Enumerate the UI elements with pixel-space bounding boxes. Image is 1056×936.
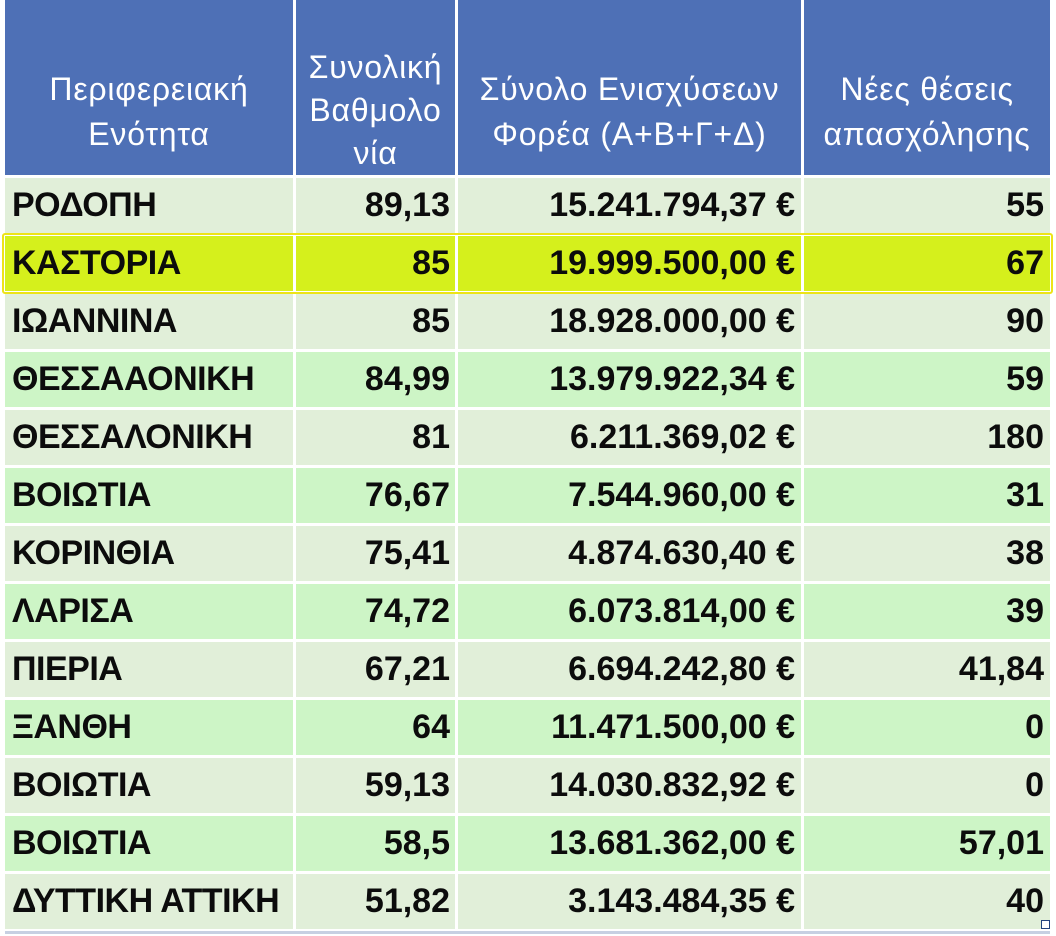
- score-cell: 74,72: [296, 584, 455, 639]
- score-cell: 59,13: [296, 758, 455, 813]
- data-table: Περιφερειακή Ενότητα Συνολική Βαθμολο νί…: [5, 0, 1050, 929]
- score-cell: 75,41: [296, 526, 455, 581]
- column-header-line: Βαθμολο: [309, 92, 442, 128]
- score-cell: 89,13: [296, 178, 455, 233]
- score-cell: 85: [296, 294, 455, 349]
- funding-cell: 6.211.369,02 €: [458, 410, 801, 465]
- jobs-cell: 39: [804, 584, 1050, 639]
- score-cell: 84,99: [296, 352, 455, 407]
- funding-cell: 6.073.814,00 €: [458, 584, 801, 639]
- column-header-funding: Σύνολο Ενισχύσεων Φορέα (Α+Β+Γ+Δ): [458, 0, 801, 175]
- table-row: ΘΕΣΣΑΑΟΝΙΚΗ 84,99 13.979.922,34 € 59: [5, 352, 1050, 407]
- table-row: ΘΕΣΣΑΛΟΝΙΚΗ 81 6.211.369,02 € 180: [5, 410, 1050, 465]
- column-header-region: Περιφερειακή Ενότητα: [5, 0, 293, 175]
- table-row: ΡΟΔΟΠΗ 89,13 15.241.794,37 € 55: [5, 178, 1050, 233]
- region-cell: ΙΩΑΝΝΙΝΑ: [5, 294, 293, 349]
- column-header-line: Σύνολο Ενισχύσεων: [479, 71, 780, 107]
- region-cell: ΒΟΙΩΤΙΑ: [5, 816, 293, 871]
- funding-cell: 7.544.960,00 €: [458, 468, 801, 523]
- funding-cell: 13.681.362,00 €: [458, 816, 801, 871]
- funding-cell: 3.143.484,35 €: [458, 874, 801, 929]
- column-header-jobs: Νέες θέσεις απασχόλησης: [804, 0, 1050, 175]
- jobs-cell: 41,84: [804, 642, 1050, 697]
- table-row: ΔΥΤΤΙΚΗ ΑΤΤΙΚΗ 51,82 3.143.484,35 € 40: [5, 874, 1050, 929]
- score-cell: 76,67: [296, 468, 455, 523]
- column-header-line: Ενότητα: [88, 116, 210, 152]
- jobs-cell: 31: [804, 468, 1050, 523]
- jobs-cell: 55: [804, 178, 1050, 233]
- jobs-cell: 57,01: [804, 816, 1050, 871]
- region-cell: ΒΟΙΩΤΙΑ: [5, 468, 293, 523]
- region-cell: ΒΟΙΩΤΙΑ: [5, 758, 293, 813]
- column-header-score: Συνολική Βαθμολο νία: [296, 0, 455, 175]
- table-row: ΒΟΙΩΤΙΑ 58,5 13.681.362,00 € 57,01: [5, 816, 1050, 871]
- funding-cell: 15.241.794,37 €: [458, 178, 801, 233]
- score-cell: 51,82: [296, 874, 455, 929]
- region-cell: ΛΑΡΙΣΑ: [5, 584, 293, 639]
- table-row: ΒΟΙΩΤΙΑ 59,13 14.030.832,92 € 0: [5, 758, 1050, 813]
- region-cell: ΡΟΔΟΠΗ: [5, 178, 293, 233]
- score-cell: 58,5: [296, 816, 455, 871]
- funding-cell: 19.999.500,00 €: [458, 236, 801, 291]
- funding-cell: 11.471.500,00 €: [458, 700, 801, 755]
- jobs-cell: 180: [804, 410, 1050, 465]
- column-header-line: νία: [353, 135, 398, 171]
- funding-cell: 4.874.630,40 €: [458, 526, 801, 581]
- table-row: ΙΩΑΝΝΙΝΑ 85 18.928.000,00 € 90: [5, 294, 1050, 349]
- table-row: ΛΑΡΙΣΑ 74,72 6.073.814,00 € 39: [5, 584, 1050, 639]
- table-row: ΠΙΕΡΙΑ 67,21 6.694.242,80 € 41,84: [5, 642, 1050, 697]
- table-row: ΞΑΝΘΗ 64 11.471.500,00 € 0: [5, 700, 1050, 755]
- column-header-line: Συνολική: [308, 49, 443, 85]
- table-row: ΒΟΙΩΤΙΑ 76,67 7.544.960,00 € 31: [5, 468, 1050, 523]
- funding-cell: 6.694.242,80 €: [458, 642, 801, 697]
- jobs-cell: 0: [804, 758, 1050, 813]
- jobs-cell: 0: [804, 700, 1050, 755]
- jobs-cell: 59: [804, 352, 1050, 407]
- column-header-line: Νέες θέσεις: [840, 71, 1014, 107]
- jobs-cell: 38: [804, 526, 1050, 581]
- table-row: ΚΟΡΙΝΘΙΑ 75,41 4.874.630,40 € 38: [5, 526, 1050, 581]
- region-cell: ΘΕΣΣΑΛΟΝΙΚΗ: [5, 410, 293, 465]
- region-cell: ΚΟΡΙΝΘΙΑ: [5, 526, 293, 581]
- table-header-row: Περιφερειακή Ενότητα Συνολική Βαθμολο νί…: [5, 0, 1050, 175]
- table-resize-handle[interactable]: [1041, 920, 1050, 929]
- score-cell: 85: [296, 236, 455, 291]
- funding-cell: 18.928.000,00 €: [458, 294, 801, 349]
- table-bottom-border: [5, 931, 1050, 934]
- table-row: ΚΑΣΤΟΡΙΑ 85 19.999.500,00 € 67: [5, 236, 1050, 291]
- score-cell: 67,21: [296, 642, 455, 697]
- region-cell: ΔΥΤΤΙΚΗ ΑΤΤΙΚΗ: [5, 874, 293, 929]
- column-header-line: Περιφερειακή: [49, 71, 249, 107]
- score-cell: 81: [296, 410, 455, 465]
- jobs-cell: 90: [804, 294, 1050, 349]
- score-cell: 64: [296, 700, 455, 755]
- funding-cell: 13.979.922,34 €: [458, 352, 801, 407]
- column-header-line: απασχόλησης: [823, 116, 1031, 152]
- column-header-line: Φορέα (Α+Β+Γ+Δ): [492, 116, 767, 152]
- funding-cell: 14.030.832,92 €: [458, 758, 801, 813]
- region-cell: ΠΙΕΡΙΑ: [5, 642, 293, 697]
- region-cell: ΚΑΣΤΟΡΙΑ: [5, 236, 293, 291]
- jobs-cell: 67: [804, 236, 1050, 291]
- region-cell: ΞΑΝΘΗ: [5, 700, 293, 755]
- region-cell: ΘΕΣΣΑΑΟΝΙΚΗ: [5, 352, 293, 407]
- jobs-cell: 40: [804, 874, 1050, 929]
